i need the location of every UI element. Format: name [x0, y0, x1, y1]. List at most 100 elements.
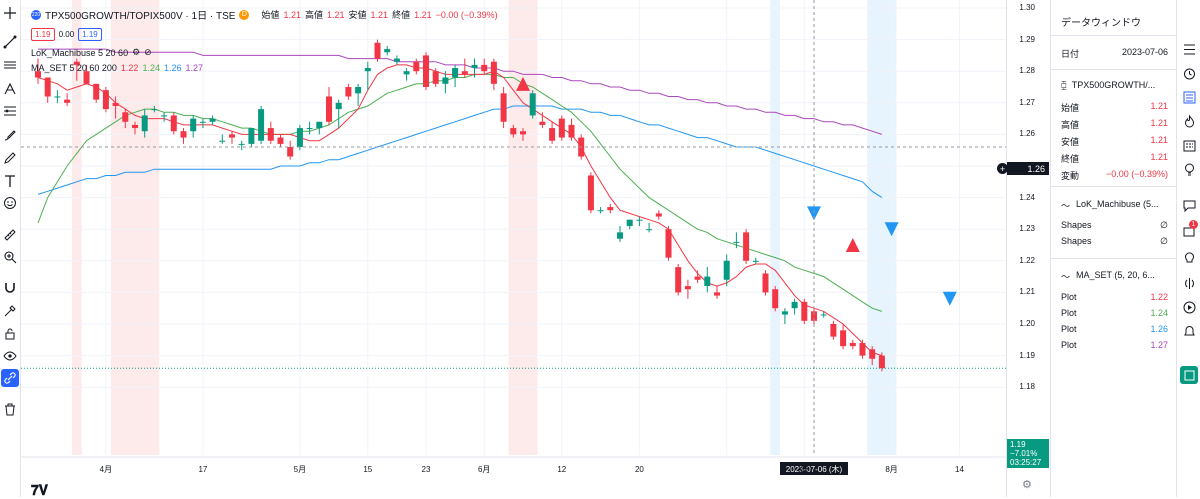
price-tick-label: 1.26 [1019, 129, 1035, 139]
price-axis[interactable]: 1.301.291.281.271.261.251.241.231.221.21… [997, 0, 1049, 497]
sell-signal-triangle [884, 222, 899, 237]
notification-icon[interactable]: 1 [1180, 220, 1198, 240]
calendar-icon[interactable] [1180, 136, 1198, 154]
chart-pane[interactable]: 4月 17 5月 15 23 6月 12 20 2023-07-06 (木) 18 8月 14 220… [21, 0, 1006, 498]
candle-body [830, 324, 837, 337]
hotlist-icon[interactable] [1180, 112, 1198, 130]
crosshair-icon[interactable] [1, 4, 19, 22]
alarm-clock-icon[interactable] [1180, 64, 1198, 82]
candle-body [258, 109, 265, 141]
magnet-icon[interactable] [1, 279, 19, 297]
lok-indicator-legend[interactable]: LoK_Machibuse 5 20 60 ⚙ ⊘ [31, 47, 152, 58]
row-label: 安値 [1061, 137, 1080, 147]
price-tick-label: 1.21 [1019, 287, 1035, 297]
candle-body [461, 71, 468, 75]
candle-body [432, 71, 439, 84]
trash-icon[interactable] [1, 400, 19, 418]
candle-body [520, 131, 526, 135]
signal-highlight-band [110, 0, 160, 455]
candle-body [617, 232, 623, 239]
time-tick-label: 12 [557, 465, 566, 474]
ohlc-low-value: 1.21 [370, 9, 389, 20]
candle-body [675, 267, 682, 293]
ohlc-low-label: 安値 [348, 10, 367, 20]
symbol-title[interactable]: TPX500GROWTH/TOPIX500V · 1日 · TSE [45, 11, 236, 22]
candle-body [374, 42, 381, 59]
play-icon[interactable] [1180, 298, 1198, 316]
candles-icon: ⧮ [1061, 80, 1067, 90]
crosshair-price-label: + 1.26 [997, 162, 1049, 175]
candle-body [267, 128, 274, 141]
chart-settings-gear-icon[interactable]: ⚙ [1022, 479, 1032, 491]
lok-indicator-label: LoK_Machibuse 5 20 60 [31, 47, 129, 58]
buy-button[interactable]: 1.19 [78, 28, 102, 41]
ruler-icon[interactable] [1, 226, 19, 244]
broadcast-icon[interactable] [1180, 274, 1198, 292]
data-status-icon[interactable] [1180, 366, 1198, 384]
candle-body [326, 96, 332, 122]
pencil-icon[interactable] [1, 149, 19, 167]
symbol-logo-badge: 220 [31, 9, 41, 20]
candle-body [500, 93, 507, 122]
row-value: 1.21 [1150, 152, 1168, 162]
lightbulb-icon[interactable] [1180, 248, 1198, 266]
data-window-icon[interactable] [1180, 88, 1198, 106]
price-tick-label: 1.20 [1019, 319, 1035, 328]
price-tick-label: 1.27 [1019, 97, 1035, 107]
ohlc-high-label: 高値 [304, 10, 323, 20]
fib-icon[interactable] [1, 102, 19, 120]
time-tick-label: 18 [800, 465, 809, 474]
ma-indicator-legend[interactable]: MA_SET 5 20 60 200 1.22 1.24 1.26 1.27 [31, 63, 203, 73]
candle-body [471, 64, 478, 69]
candle-body [316, 121, 323, 129]
zoom-icon[interactable] [1, 248, 19, 266]
ma-plot-row: Plot 1.24 [1061, 308, 1168, 318]
settings-gear-icon[interactable]: ⚙ [132, 47, 141, 57]
price-tick-label: 1.23 [1019, 224, 1035, 234]
time-tick-label: 23 [422, 465, 431, 474]
date-label: 日付 [1061, 49, 1080, 59]
sell-button[interactable]: 1.19 [31, 28, 55, 41]
text-icon[interactable] [1, 172, 19, 190]
brush-icon[interactable] [1, 126, 19, 144]
lock-draw-icon[interactable] [1, 302, 19, 320]
data-window-ohlc-row: 安値 1.21 [1061, 135, 1168, 148]
ma5-line [37, 64, 883, 357]
link-icon[interactable] [1, 369, 19, 387]
candle-body [840, 330, 847, 347]
smiley-icon[interactable] [1, 194, 19, 212]
eye-icon[interactable] [1, 347, 19, 365]
candle-body [122, 112, 129, 122]
time-tick-label: 14 [955, 465, 964, 474]
pitchfork-icon[interactable] [1, 80, 19, 98]
ma-plot-row: Plot 1.27 [1061, 340, 1168, 350]
lok-shapes-row: Shapes ∅ [1061, 220, 1168, 231]
row-value: 1.21 [1150, 135, 1168, 145]
watchlist-icon[interactable] [1180, 40, 1198, 58]
candle-body [723, 260, 730, 280]
candle-body [849, 342, 856, 347]
candle-body [93, 83, 100, 100]
candle-body [510, 128, 517, 135]
left-drawing-toolbar [0, 0, 21, 497]
candle-body [772, 289, 779, 309]
signal-highlight-band [770, 0, 781, 455]
candle-body [452, 68, 459, 78]
candle-body [587, 175, 594, 211]
chat-icon[interactable] [1180, 196, 1198, 214]
lock-icon[interactable] [1, 325, 19, 343]
candle-body [539, 121, 546, 125]
hidden-value-icon: ⊘ [144, 47, 152, 57]
candle-body [801, 301, 808, 321]
candle-body [112, 102, 119, 106]
price-chart[interactable]: 4月 17 5月 15 23 6月 12 20 2023-07-06 (木)18 8月 14 [21, 0, 1006, 497]
bell-icon[interactable] [1180, 322, 1198, 340]
ohlc-change-value: −0.00 (−0.39%) [435, 9, 498, 20]
idea-bulb-icon[interactable] [1180, 160, 1198, 178]
candle-body [665, 229, 672, 258]
data-window-panel: データウィンドウ 日付 2023-07-06 ⧮ TPX500GROWTH/..… [1050, 0, 1176, 497]
candle-body [248, 128, 255, 144]
add-plus-icon[interactable]: + [997, 163, 1008, 174]
horizontal-lines-icon[interactable] [1, 56, 19, 74]
trend-line-icon[interactable] [1, 33, 19, 51]
